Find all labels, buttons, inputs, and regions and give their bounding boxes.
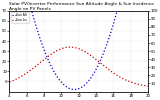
Text: Solar PV/Inverter Performance Sun Altitude Angle & Sun Incidence Angle on PV Pan: Solar PV/Inverter Performance Sun Altitu… [9, 2, 154, 11]
Legend: Sun Alt, Sun Inc: Sun Alt, Sun Inc [11, 12, 28, 23]
